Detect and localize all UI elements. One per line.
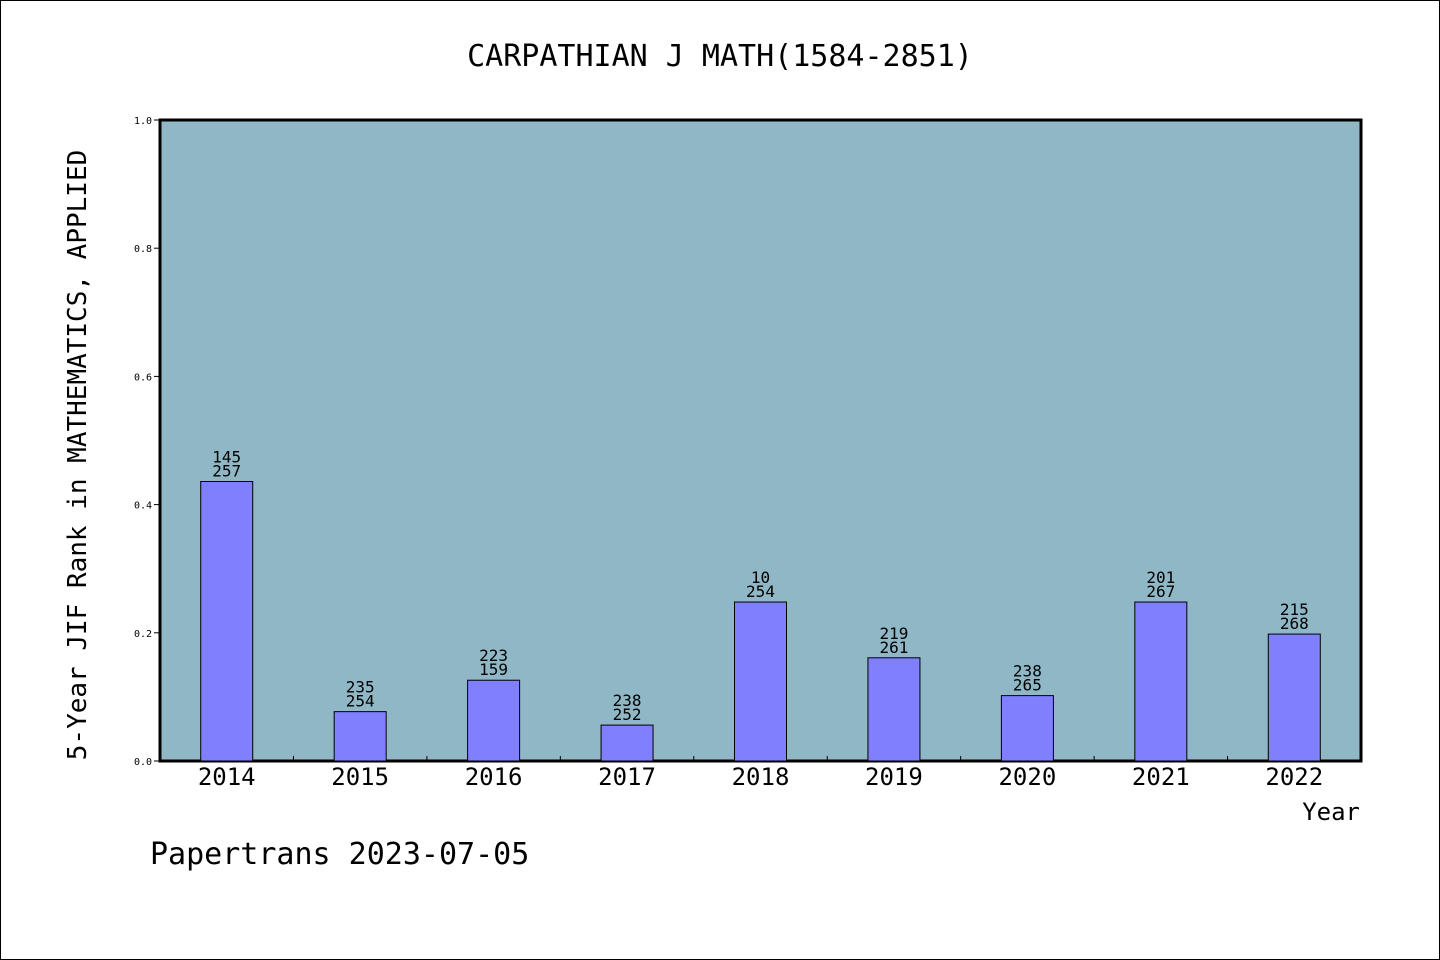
x-tick-label-2022: 2022 xyxy=(1265,763,1323,791)
data-label-bottom-2014: 257 xyxy=(212,462,241,481)
y-axis: 0.0 0.2 0.4 0.6 0.8 1.0 xyxy=(134,116,160,768)
data-label-bottom-2021: 267 xyxy=(1146,582,1175,601)
data-label-bottom-2017: 252 xyxy=(613,705,642,724)
bar-2017 xyxy=(600,724,654,762)
data-label-bottom-2016: 159 xyxy=(479,660,508,679)
x-tick-label-2018: 2018 xyxy=(732,763,790,791)
x-tick-label-2014: 2014 xyxy=(198,763,256,791)
chart-title: CARPATHIAN J MATH(1584-2851) xyxy=(467,39,973,74)
x-tick-label-2019: 2019 xyxy=(865,763,923,791)
data-label-bottom-2022: 268 xyxy=(1280,614,1309,633)
data-label-bottom-2018: 254 xyxy=(746,582,775,601)
data-label-top-2018: 10 xyxy=(751,568,770,587)
bars-group: 1452572352542231592382521025421926123826… xyxy=(200,448,1321,762)
bar-2022 xyxy=(1267,633,1321,762)
data-label-top-2016: 223 xyxy=(479,646,508,665)
y-tick-label: 0.8 xyxy=(134,244,152,255)
data-label-top-2015: 235 xyxy=(346,678,375,697)
x-axis-label: Year xyxy=(1302,798,1360,826)
y-tick-label: 1.0 xyxy=(134,116,152,127)
data-label-top-2020: 238 xyxy=(1013,662,1042,681)
bar-2015 xyxy=(333,711,387,762)
footer-credit: Papertrans 2023-07-05 xyxy=(150,837,529,872)
bar-2020 xyxy=(1000,695,1054,762)
data-label-bottom-2020: 265 xyxy=(1013,676,1042,695)
x-tick-label-2015: 2015 xyxy=(331,763,389,791)
x-tick-label-2021: 2021 xyxy=(1132,763,1190,791)
bar-2018 xyxy=(734,601,787,762)
x-tick-label-2020: 2020 xyxy=(998,763,1056,791)
data-label-top-2017: 238 xyxy=(613,691,642,710)
y-tick-label: 0.0 xyxy=(134,757,152,768)
x-tick-label-2016: 2016 xyxy=(465,763,523,791)
bar-2019 xyxy=(867,657,921,762)
x-tick-label-2017: 2017 xyxy=(598,763,656,791)
x-axis: 2014 2015 2016 2017 2018 2019 2020 2021 2022 xyxy=(198,756,1323,791)
data-label-top-2021: 201 xyxy=(1146,568,1175,587)
y-tick-label: 0.4 xyxy=(134,501,152,512)
data-label-bottom-2015: 254 xyxy=(346,692,375,711)
y-axis-label: 5-Year JIF Rank in MATHEMATICS, APPLIED xyxy=(63,150,93,760)
data-label-top-2014: 145 xyxy=(212,448,241,467)
data-label-top-2022: 215 xyxy=(1280,600,1309,619)
data-label-bottom-2019: 261 xyxy=(879,638,908,657)
bar-2014 xyxy=(200,481,254,762)
y-tick-label: 0.6 xyxy=(134,372,152,383)
y-tick-label: 0.2 xyxy=(134,629,152,640)
bar-2021 xyxy=(1134,601,1188,762)
data-label-top-2019: 219 xyxy=(879,624,908,643)
bar-2016 xyxy=(467,679,521,762)
